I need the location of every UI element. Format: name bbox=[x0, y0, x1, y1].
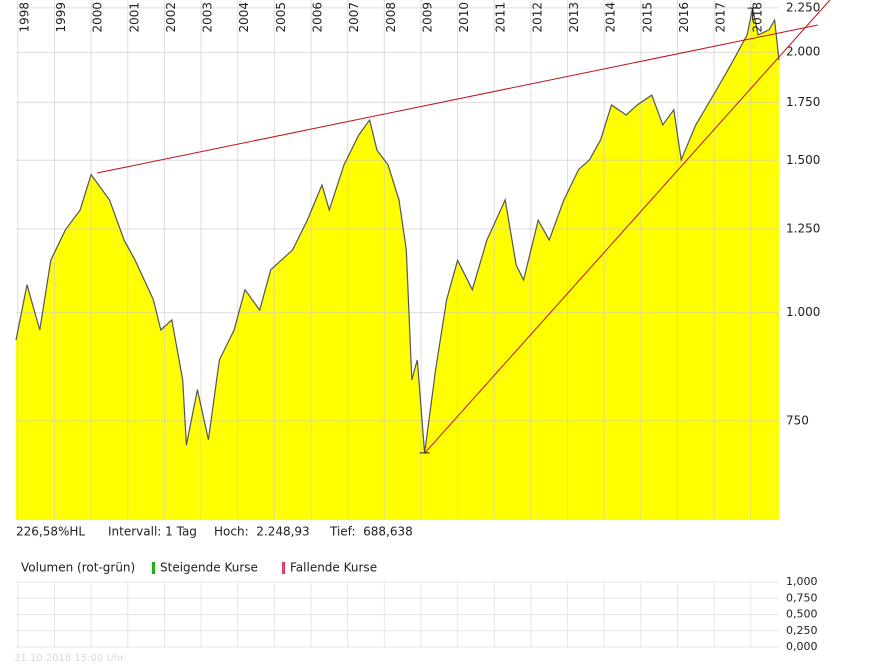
x-tick-label: 2004 bbox=[237, 2, 251, 33]
x-tick-label: 1999 bbox=[54, 2, 68, 33]
x-tick-label: 2003 bbox=[201, 2, 215, 33]
info-text: 226,58%HL bbox=[16, 525, 85, 539]
x-tick-label: 2005 bbox=[274, 2, 288, 33]
info-text: Hoch: 2.248,93 bbox=[214, 525, 310, 539]
x-tick-label: 2006 bbox=[311, 2, 325, 33]
x-tick-label: 2002 bbox=[164, 2, 178, 33]
legend-swatch bbox=[152, 562, 155, 574]
y-tick-label: 1.750 bbox=[786, 95, 820, 109]
x-tick-label: 2013 bbox=[567, 2, 581, 33]
x-tick-label: 2012 bbox=[530, 2, 544, 33]
y-tick-label: 0,250 bbox=[786, 624, 818, 637]
x-tick-label: 2007 bbox=[347, 2, 361, 33]
price-line bbox=[15, 8, 780, 454]
legend-swatch bbox=[282, 562, 285, 574]
extreme-marker bbox=[747, 7, 758, 21]
x-tick-label: 2009 bbox=[420, 2, 434, 33]
legend-label: Fallende Kurse bbox=[290, 561, 377, 575]
x-tick-label: 2015 bbox=[640, 2, 654, 33]
y-tick-label: 0,750 bbox=[786, 591, 818, 604]
x-tick-label: 2016 bbox=[677, 2, 691, 33]
trendline bbox=[96, 24, 818, 174]
x-tick-label: 2001 bbox=[127, 2, 141, 33]
y-tick-label: 750 bbox=[786, 413, 809, 427]
info-text: Intervall: 1 Tag bbox=[108, 525, 197, 539]
x-tick-label: 2008 bbox=[384, 2, 398, 33]
y-tick-label: 0,000 bbox=[786, 640, 818, 653]
y-tick-label: 1,000 bbox=[786, 575, 818, 588]
footer-timestamp: 31.10.2018 15:00 Uhr bbox=[14, 653, 125, 664]
x-tick-label: 2018 bbox=[750, 2, 764, 33]
trendline bbox=[424, 0, 831, 454]
x-tick-label: 2000 bbox=[91, 2, 105, 33]
x-tick-label: 2011 bbox=[494, 2, 508, 33]
y-tick-label: 0,500 bbox=[786, 608, 818, 621]
info-text: Tief: 688,638 bbox=[329, 525, 413, 539]
x-tick-label: 1998 bbox=[17, 2, 31, 33]
y-tick-label: 2.250 bbox=[786, 0, 820, 14]
y-tick-label: 1.500 bbox=[786, 153, 820, 167]
y-tick-label: 1.250 bbox=[786, 221, 820, 235]
y-tick-label: 2.000 bbox=[786, 45, 820, 59]
price-area bbox=[16, 8, 779, 521]
y-tick-label: 1.000 bbox=[786, 305, 820, 319]
volume-title: Volumen (rot-grün) bbox=[21, 561, 135, 575]
x-tick-label: 2010 bbox=[457, 2, 471, 33]
x-tick-label: 2014 bbox=[604, 2, 618, 33]
x-tick-label: 2017 bbox=[714, 2, 728, 33]
legend-label: Steigende Kurse bbox=[160, 561, 258, 575]
